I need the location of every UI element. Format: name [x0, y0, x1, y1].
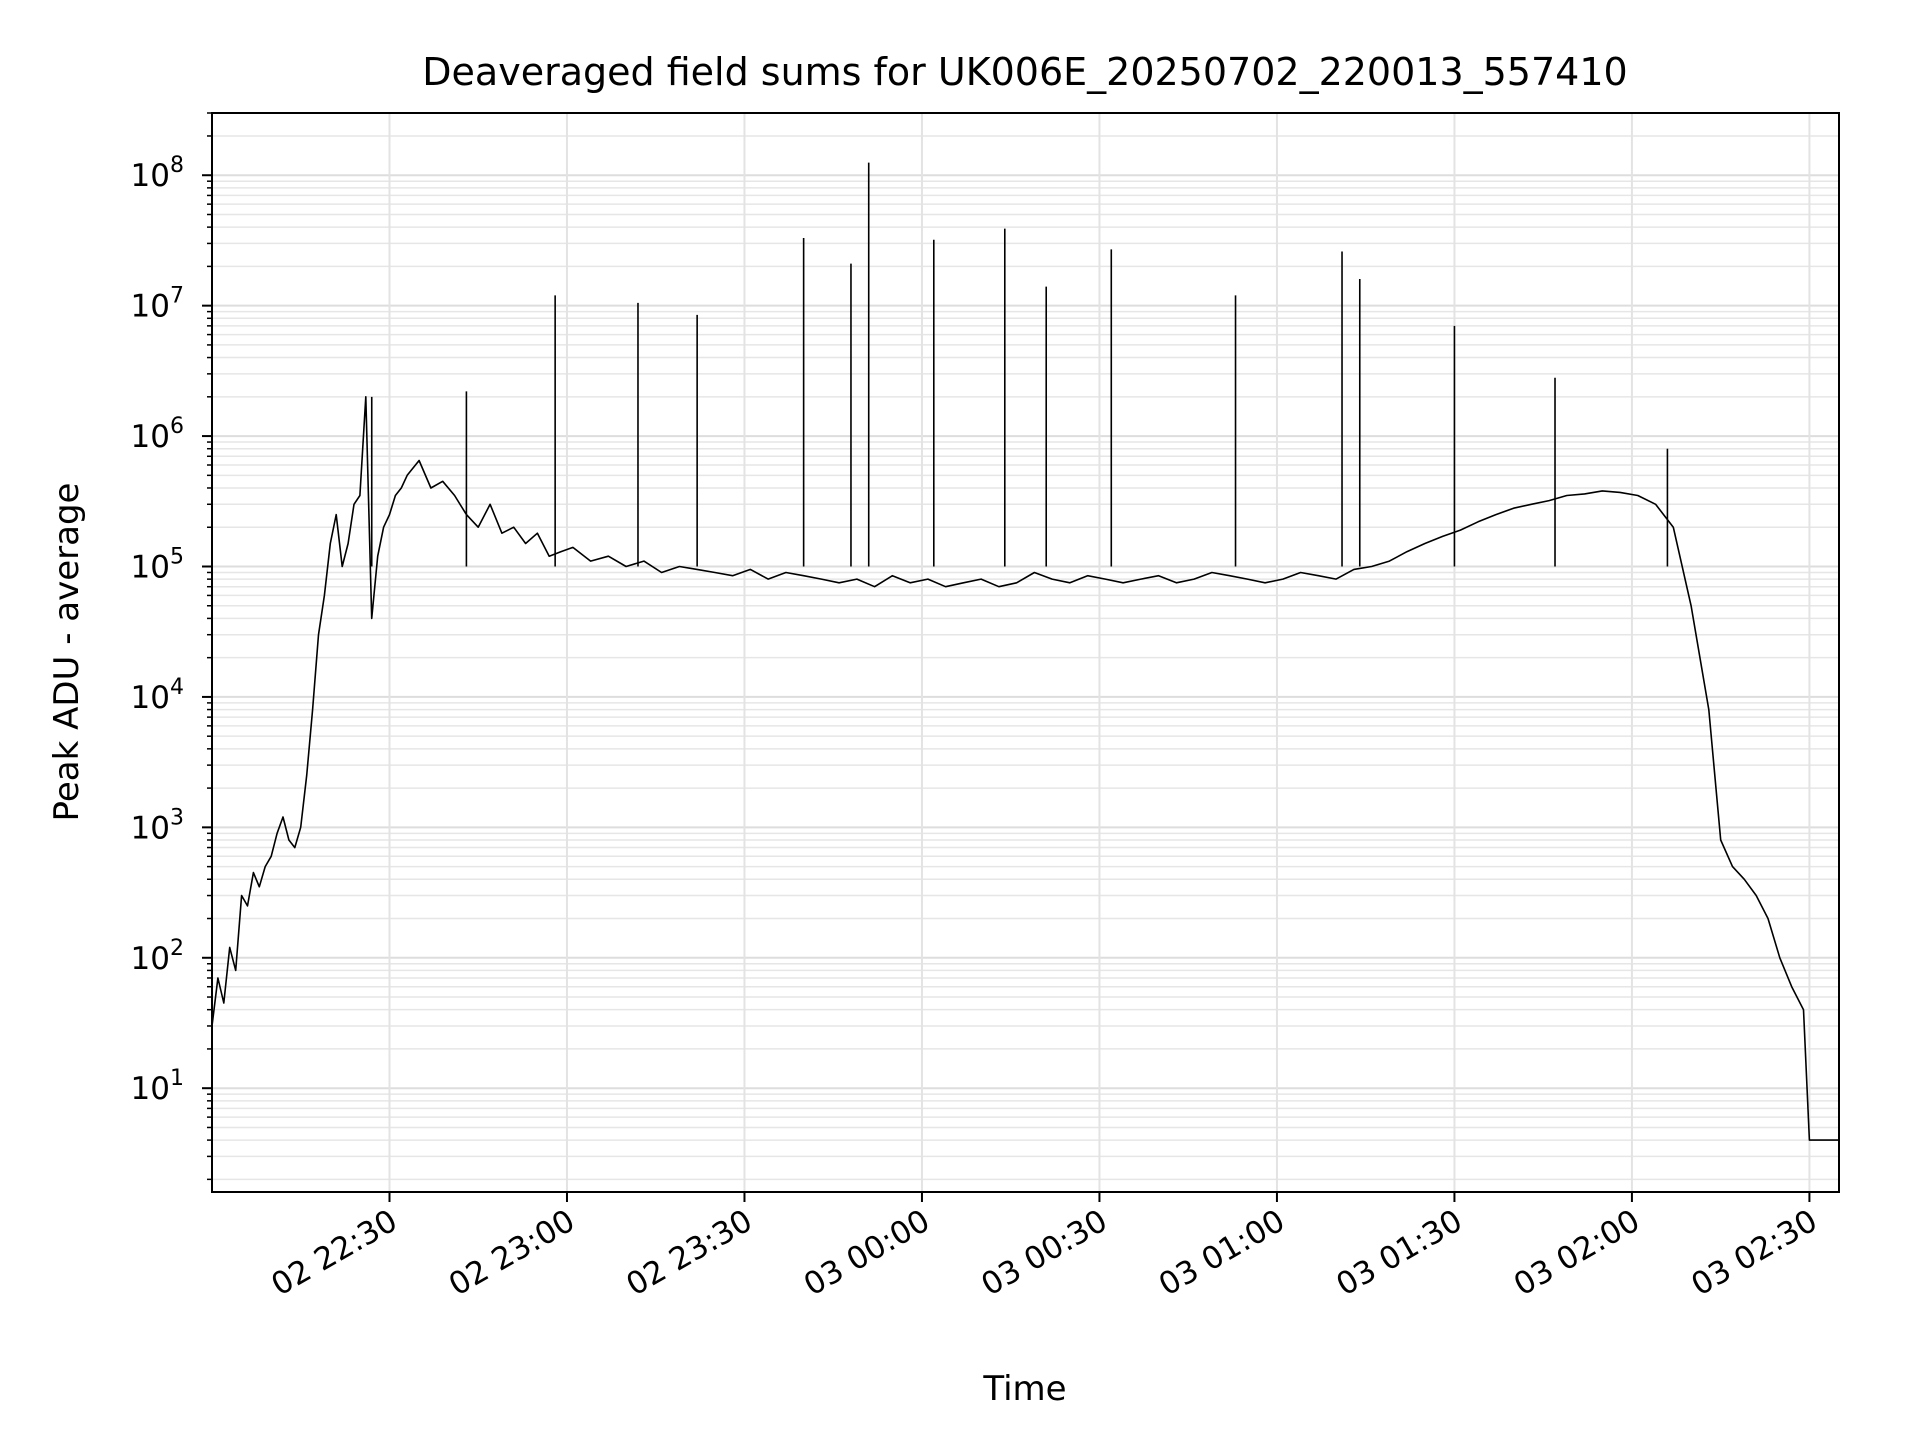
grid: [212, 112, 1839, 1192]
data-line: [211, 396, 1839, 1141]
y-tick-label: 106: [131, 414, 184, 455]
y-axis-label: Peak ADU - average: [47, 483, 87, 822]
y-axis-ticks: 101 102 103 104 105 106 107 108: [131, 112, 212, 1181]
chart-title: Deaveraged field sums for UK006E_2025070…: [422, 50, 1627, 94]
plot-frame: [211, 112, 1840, 1193]
y-tick-label: 102: [131, 936, 184, 977]
y-tick-label: 107: [131, 284, 184, 325]
y-tick-label: 108: [131, 153, 184, 194]
data-line-group: [211, 162, 1839, 1141]
x-axis-label: Time: [982, 1369, 1066, 1409]
y-tick-label: 105: [131, 545, 184, 586]
y-tick-label: 101: [131, 1066, 184, 1107]
y-tick-label: 103: [131, 805, 184, 846]
y-tick-label: 104: [131, 675, 184, 716]
